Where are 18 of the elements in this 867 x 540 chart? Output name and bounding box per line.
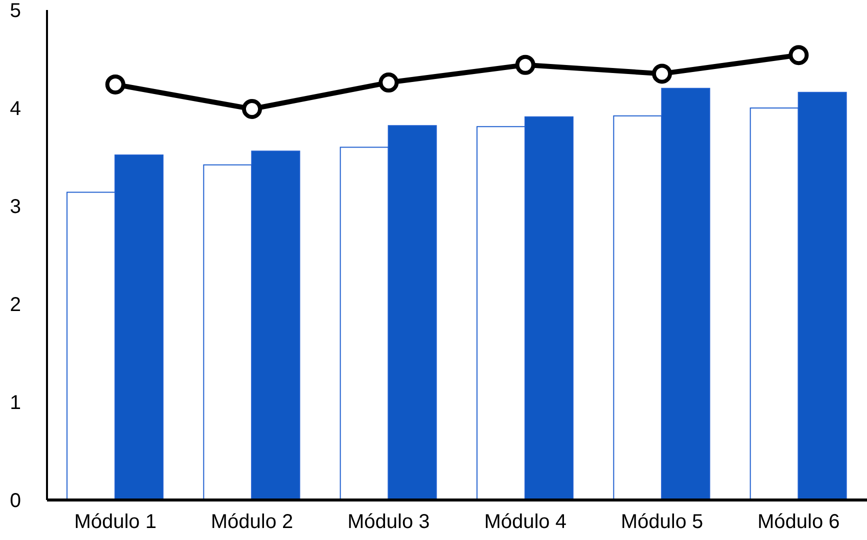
y-tick-label: 5	[10, 0, 21, 22]
x-tick-label: Módulo 5	[620, 511, 704, 534]
x-tick-label: Módulo 6	[758, 511, 840, 534]
x-tick-label: Módulo 3	[348, 511, 430, 534]
point	[105, 74, 126, 94]
point	[378, 72, 399, 93]
y-tick-label: 2	[10, 294, 21, 316]
x-tick-label: Módulo 2	[210, 511, 294, 534]
point	[515, 54, 536, 75]
point	[788, 45, 809, 66]
point	[242, 98, 262, 119]
y-tick-label: 0	[10, 490, 21, 512]
y-tick-label: 3	[10, 196, 21, 218]
y-tick-label: 4	[10, 98, 21, 120]
x-tick-label: Módulo 1	[74, 511, 156, 534]
x-tick-label: Módulo 4	[484, 511, 566, 534]
point	[652, 64, 672, 84]
y-tick-label: 1	[10, 392, 21, 414]
